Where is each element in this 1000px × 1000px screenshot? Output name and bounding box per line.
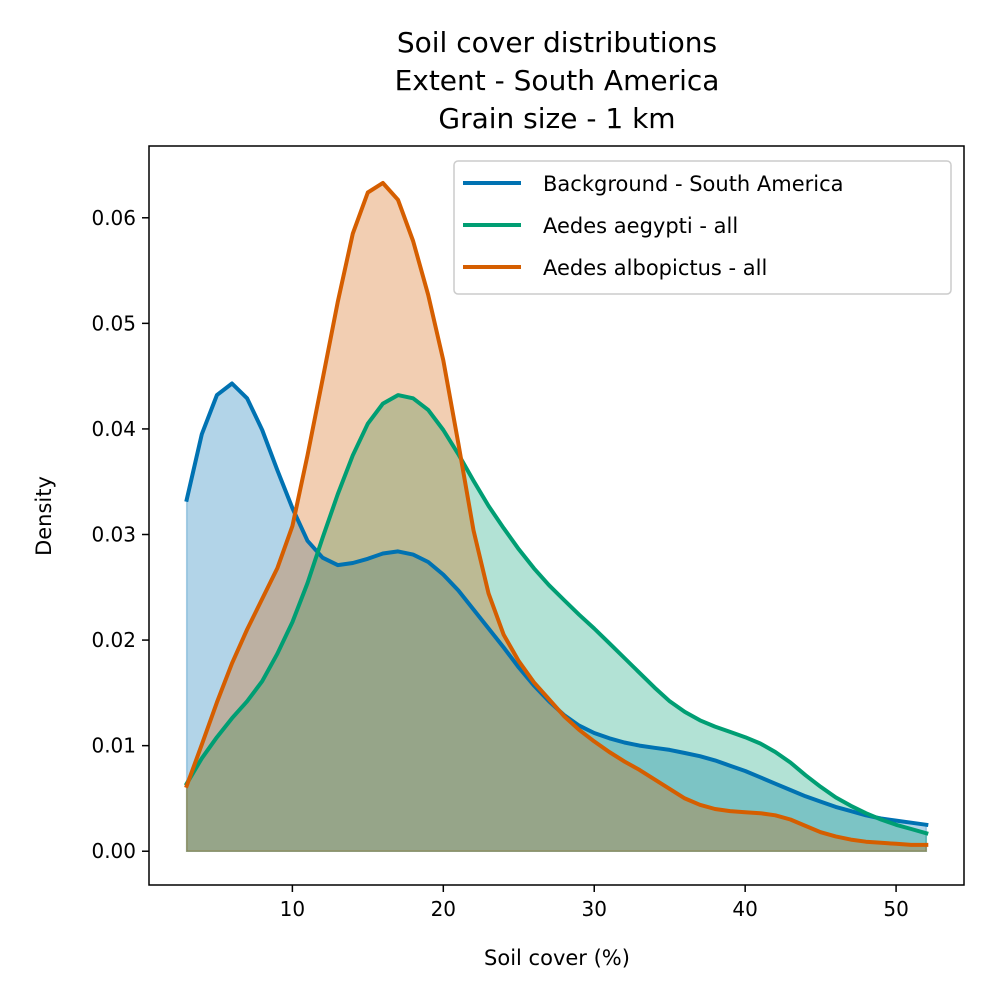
series-line-aegypti bbox=[183, 393, 929, 836]
chart-legend: Background - South America Aedes aegypti… bbox=[453, 160, 952, 295]
legend-frame bbox=[453, 160, 952, 295]
x-axis-ticks: 10 20 30 40 50 bbox=[280, 885, 909, 921]
y-tick-label: 0.00 bbox=[91, 839, 136, 863]
plot-frame bbox=[148, 145, 965, 886]
y-tick-label: 0.03 bbox=[91, 523, 136, 547]
legend-label-aegypti: Aedes aegypti - all bbox=[543, 214, 738, 238]
chart-title-line: Grain size - 1 km bbox=[438, 102, 675, 135]
x-axis-label: Soil cover (%) bbox=[484, 946, 630, 970]
chart-title-line: Soil cover distributions bbox=[397, 26, 717, 59]
chart-title-line: Extent - South America bbox=[395, 64, 720, 97]
x-tick-label: 40 bbox=[732, 897, 757, 921]
legend-label-background: Background - South America bbox=[543, 172, 844, 196]
legend-label-albopictus: Aedes albopictus - all bbox=[543, 256, 767, 280]
x-tick-label: 20 bbox=[431, 897, 456, 921]
y-axis-label: Density bbox=[32, 476, 56, 556]
chart-title: Soil cover distributions Extent - South … bbox=[395, 26, 720, 135]
y-tick-label: 0.04 bbox=[91, 417, 136, 441]
x-tick-label: 30 bbox=[582, 897, 607, 921]
y-tick-label: 0.02 bbox=[91, 628, 136, 652]
y-axis-ticks: 0.00 0.01 0.02 0.03 0.04 0.05 0.06 bbox=[91, 206, 149, 863]
y-tick-label: 0.01 bbox=[91, 734, 136, 758]
y-tick-label: 0.06 bbox=[91, 206, 136, 230]
x-tick-label: 10 bbox=[280, 897, 305, 921]
series-lines bbox=[183, 181, 929, 847]
y-tick-label: 0.05 bbox=[91, 311, 136, 335]
series-line-albopictus bbox=[184, 181, 929, 847]
x-tick-label: 50 bbox=[883, 897, 908, 921]
